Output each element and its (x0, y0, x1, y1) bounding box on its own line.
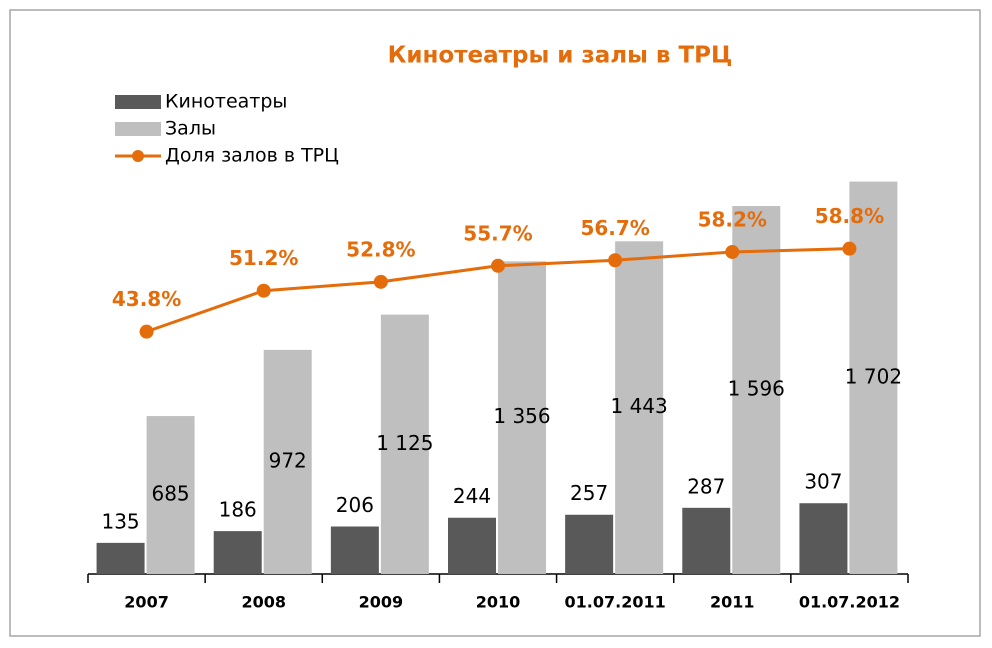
bar (849, 181, 898, 574)
bar (732, 206, 781, 575)
bar (330, 526, 379, 574)
bar (380, 314, 429, 574)
legend-marker (132, 150, 144, 162)
line-label: 52.8% (346, 237, 415, 261)
chart-title: Кинотеатры и залы в ТРЦ (388, 43, 733, 69)
line-label: 55.7% (463, 221, 532, 245)
line-point (725, 244, 740, 259)
x-tick-label: 2011 (710, 593, 755, 612)
legend-label: Кинотеатры (165, 91, 287, 113)
bar (146, 416, 195, 574)
data-label: 1 596 (728, 377, 785, 401)
line-label: 56.7% (580, 216, 649, 240)
bar (213, 531, 262, 574)
bar (565, 514, 614, 574)
line-label: 51.2% (229, 246, 298, 270)
data-label: 1 702 (845, 364, 902, 388)
line-point (256, 283, 271, 298)
legend-swatch (115, 95, 161, 109)
data-label: 257 (570, 481, 608, 505)
legend-label: Доля залов в ТРЦ (165, 145, 339, 167)
line-label: 58.8% (815, 204, 884, 228)
data-label: 307 (804, 470, 842, 494)
line-point (608, 253, 623, 268)
line-point (491, 258, 505, 273)
data-label: 685 (151, 482, 189, 506)
line-point (373, 274, 388, 289)
data-label: 135 (101, 509, 139, 533)
x-tick-label: 2009 (359, 593, 404, 612)
data-label: 1 443 (611, 394, 668, 418)
bar (615, 241, 664, 574)
legend: Кинотеатры Залы Доля залов в ТРЦ (115, 91, 339, 167)
line-point (842, 241, 857, 256)
x-tick-label: 2010 (476, 593, 521, 612)
line-label: 58.2% (698, 207, 767, 231)
line-label: 43.8% (112, 287, 181, 311)
legend-label: Залы (165, 118, 216, 140)
data-label: 1 356 (493, 404, 550, 428)
data-label: 972 (269, 448, 307, 472)
bar (448, 517, 496, 574)
data-label: 287 (687, 474, 725, 498)
x-tick-label: 01.07.2012 (799, 593, 900, 612)
x-tick-label: 01.07.2011 (565, 593, 666, 612)
data-label: 244 (453, 484, 491, 508)
data-label: 206 (336, 493, 374, 517)
bar (498, 261, 546, 574)
bar (96, 542, 145, 574)
line-point (139, 324, 154, 339)
x-tick-label: 2007 (124, 593, 169, 612)
data-label: 1 125 (376, 431, 433, 455)
bar (682, 507, 731, 574)
x-tick-label: 2008 (241, 593, 286, 612)
bar (799, 503, 848, 574)
bar (263, 349, 312, 574)
legend-swatch (115, 122, 161, 136)
data-label: 186 (219, 498, 257, 522)
